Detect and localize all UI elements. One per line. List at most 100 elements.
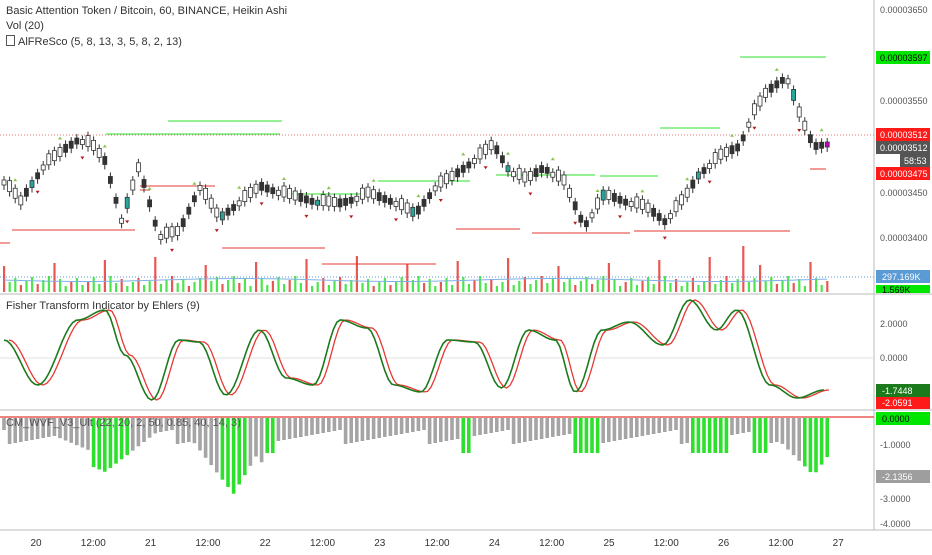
- candle-body: [253, 183, 259, 194]
- wvf-bar-gray: [506, 418, 510, 430]
- wvf-bar-gray: [355, 418, 359, 442]
- price-tick-3: 0.00003450: [880, 188, 928, 198]
- arrow-up-icon: [326, 186, 331, 190]
- wvf-bar-gray: [427, 418, 432, 444]
- wvf-bar-gray: [769, 418, 773, 443]
- volume-bar: [53, 263, 56, 292]
- volume-bar: [725, 276, 728, 292]
- time-axis-label: 12:00: [195, 538, 220, 549]
- time-axis-label: 20: [30, 538, 42, 549]
- volume-bar: [266, 285, 269, 292]
- wvf-bar-gray: [7, 418, 12, 444]
- candle-body: [135, 162, 141, 173]
- volume-bar: [355, 256, 358, 292]
- candle-body: [539, 165, 544, 173]
- time-axis-label: 12:00: [768, 538, 793, 549]
- volume-bar: [691, 278, 694, 292]
- volume-bar: [764, 281, 767, 292]
- arrow-down-icon: [125, 220, 130, 224]
- fisher-tick-2: 0.0000: [880, 353, 908, 363]
- candle-body: [371, 189, 377, 200]
- volume-bar: [686, 282, 689, 292]
- candle-body: [320, 194, 326, 207]
- wvf-bar-gray: [411, 418, 415, 432]
- wvf-bar-green: [724, 418, 729, 453]
- wvf-bar-gray: [444, 418, 449, 441]
- candle-body: [735, 143, 740, 152]
- candle-body: [634, 196, 640, 209]
- candle-body: [365, 186, 371, 198]
- candlesticks[interactable]: [1, 73, 830, 245]
- candle-body: [651, 207, 656, 217]
- volume-bar: [451, 285, 454, 292]
- wvf-bar-gray: [388, 418, 393, 436]
- fisher-green-tag: -1.7448: [882, 386, 913, 396]
- wvf-value-tag: -2.1356: [882, 472, 913, 482]
- volume-bar: [815, 278, 818, 292]
- arrow-down-icon: [394, 218, 398, 222]
- candle-body: [729, 145, 735, 155]
- volume-bar: [641, 281, 644, 292]
- arrow-down-icon: [528, 192, 533, 196]
- candle-body: [712, 152, 718, 164]
- wvf-bar-gray: [203, 418, 208, 458]
- arrow-up-icon: [640, 189, 645, 193]
- wvf-legend[interactable]: CM_WVF_V3_Ult (22, 20, 2, 50, 0.85, 40, …: [6, 417, 241, 429]
- candle-body: [443, 173, 449, 185]
- candle-body: [483, 143, 489, 155]
- alfresco-label: AlFReSco (5, 8, 13, 3, 5, 8, 2, 13): [18, 36, 182, 48]
- arrow-up-icon: [416, 194, 421, 198]
- wvf-bar-gray: [198, 418, 202, 451]
- candle-body: [438, 175, 444, 188]
- volume-bar: [271, 281, 274, 292]
- eye-icon[interactable]: [6, 35, 15, 46]
- volume-bar: [227, 280, 230, 292]
- last-price-tag: 0.00003512: [880, 130, 928, 140]
- candle-body: [477, 147, 483, 160]
- volume-bar: [221, 284, 224, 292]
- volume-bar: [344, 284, 347, 292]
- wvf-bar-gray: [780, 418, 785, 444]
- volume-bar: [255, 262, 258, 292]
- symbol-title[interactable]: Basic Attention Token / Bitcoin, 60, BIN…: [6, 5, 288, 17]
- volume-bar: [232, 276, 235, 292]
- fisher-transform-line: [3, 299, 825, 401]
- wvf-bar-gray: [786, 418, 790, 450]
- volume-bar: [613, 279, 616, 292]
- wvf-bar-green: [763, 418, 768, 453]
- volume-bar: [781, 280, 784, 292]
- wvf-bar-gray: [439, 418, 443, 442]
- wvf-bar-gray: [433, 418, 437, 443]
- candle-body: [640, 198, 645, 210]
- candle-body: [763, 87, 768, 98]
- candle-body: [511, 171, 517, 178]
- candle-body: [236, 200, 242, 207]
- time-axis-label: 12:00: [654, 538, 679, 549]
- wvf-bar-gray: [131, 418, 135, 451]
- volume-legend[interactable]: Vol (20): [6, 20, 44, 32]
- fisher-tick-1: 2.0000: [880, 319, 908, 329]
- wvf-bar-gray: [601, 418, 605, 443]
- time-axis[interactable]: 20 12:00 21 12:00 22 12:00 23 12:00 24 12:00 25 12:…: [30, 538, 844, 549]
- last-price-tag-bg: [876, 128, 930, 141]
- candle-body: [91, 139, 96, 151]
- wvf-bar-gray: [450, 418, 454, 440]
- volume-bar: [120, 279, 123, 292]
- fisher-legend[interactable]: Fisher Transform Indicator by Ehlers (9): [6, 300, 200, 312]
- wvf-bar-gray: [623, 418, 628, 439]
- wvf-bar-gray: [315, 418, 320, 434]
- volume-bar: [25, 281, 28, 292]
- wvf-bar-gray: [136, 418, 141, 447]
- wvf-bar-gray: [791, 418, 796, 456]
- alfresco-legend[interactable]: AlFReSco (5, 8, 13, 3, 5, 8, 2, 13): [6, 35, 182, 48]
- wvf-bar-green: [696, 418, 701, 453]
- volume-tag2-bg: [876, 285, 930, 293]
- candle-body: [768, 83, 774, 93]
- volume-bar: [316, 282, 319, 292]
- time-axis-label: 23: [374, 538, 386, 549]
- fisher-trigger-line: [8, 299, 830, 401]
- volume-bar: [350, 280, 353, 292]
- candle-body: [186, 206, 192, 215]
- volume-bar: [630, 278, 633, 292]
